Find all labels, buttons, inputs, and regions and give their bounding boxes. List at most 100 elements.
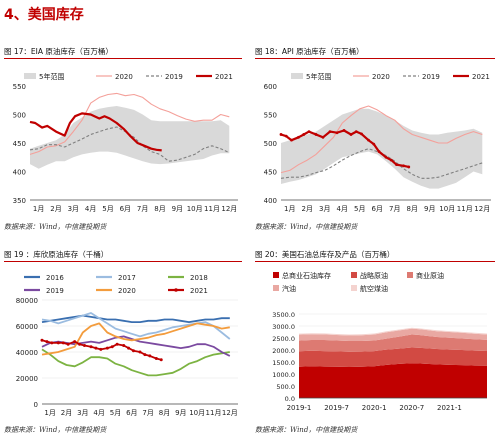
x-tick-label: 12月 <box>474 205 490 213</box>
five-year-range-band <box>281 108 483 189</box>
legend-swatch <box>291 73 303 79</box>
data-point-2021 <box>314 133 318 136</box>
data-point-2021 <box>122 344 126 347</box>
x-tick-label: 5月 <box>110 409 121 417</box>
data-point-2021 <box>407 165 411 169</box>
figure-17-source: 数据来源：Wind，中信建投期货 <box>4 223 107 231</box>
legend-label: 汽油 <box>282 284 296 293</box>
figure-18-source: 数据来源：Wind，中信建投期货 <box>255 223 358 231</box>
x-tick-label: 5月 <box>354 205 365 213</box>
x-tick-label: 4月 <box>93 409 104 417</box>
data-point-2021 <box>360 132 363 136</box>
figure-20-title: 图 20：美国石油总库存及产品（百万桶） <box>255 250 395 259</box>
legend-label: 2021 <box>215 73 233 81</box>
data-point-2021 <box>82 344 86 347</box>
x-tick-label: 7月 <box>389 205 400 213</box>
y-tick-label: 60000 <box>16 323 38 331</box>
legend-label: 2019 <box>46 287 64 295</box>
series-line-2020 <box>41 322 230 356</box>
x-tick-label: 11月 <box>204 205 220 213</box>
data-point-2021 <box>402 164 405 168</box>
legend-swatch <box>273 285 279 291</box>
series-line-2021 <box>280 129 410 168</box>
x-tick-label: 9月 <box>175 409 186 417</box>
stacked-area-总商业石油库存 <box>299 363 487 398</box>
data-point-2021 <box>50 341 54 345</box>
data-point-2021 <box>56 341 60 345</box>
figure-18-chart: 5年范围 2020 2019 2021 400 450 500 550 600 1月 2月 3月 4月 5… <box>255 60 495 220</box>
y-tick-label: 550 <box>264 112 277 120</box>
x-tick-label: 6月 <box>126 409 137 417</box>
data-point-2021 <box>395 163 398 167</box>
legend-swatch <box>351 285 357 291</box>
data-point-2021 <box>284 134 288 138</box>
legend-label: 2020 <box>372 73 390 81</box>
chart-background <box>4 264 242 422</box>
figure-20-source: 数据来源：Wind，中信建投期货 <box>255 426 358 434</box>
figure-18-title: 图 18：API 原油库存（百万桶） <box>255 47 364 56</box>
x-tick-label: 6月 <box>120 205 131 213</box>
data-point-2021 <box>328 130 332 133</box>
y-tick-label: 80000 <box>16 297 38 305</box>
x-tick-label: 2020-7 <box>399 404 424 412</box>
stacked-area-航空煤油 <box>299 327 487 336</box>
data-point-2021 <box>335 131 339 135</box>
x-tick-label: 2月 <box>61 409 72 417</box>
y-tick-label: 350 <box>13 197 26 205</box>
x-tick-label: 9月 <box>172 205 183 213</box>
y-tick-label: 600 <box>264 83 277 91</box>
y-tick-label: 1000.0 <box>272 371 295 379</box>
data-point-2021 <box>367 138 370 142</box>
legend-label: 航空煤油 <box>360 284 388 293</box>
x-tick-label: 9月 <box>424 205 435 213</box>
legend-label: 2020 <box>118 287 136 295</box>
data-point-2021 <box>110 345 114 349</box>
legend-marker <box>174 288 178 292</box>
x-tick-label: 12月 <box>221 205 237 213</box>
y-tick-label: 400 <box>13 169 26 177</box>
data-point-2021 <box>307 130 311 133</box>
x-tick-label: 4月 <box>337 205 348 213</box>
figure-17-chart: 5年范围 2020 2019 2021 350 400 450 500 550 1月 2月 3月 4月 5… <box>4 60 242 220</box>
data-point-2021 <box>279 133 283 136</box>
y-tick-label: 40000 <box>16 349 38 357</box>
data-point-2021 <box>45 340 49 344</box>
legend-label: 总商业石油库存 <box>282 271 331 280</box>
x-tick-label: 1月 <box>44 409 55 417</box>
legend-swatch <box>407 272 413 278</box>
legend-label: 2016 <box>46 274 64 282</box>
data-point-2021 <box>302 133 306 136</box>
x-tick-label: 8月 <box>407 205 418 213</box>
y-tick-label: 500.0 <box>276 383 295 391</box>
x-tick-label: 2020-1 <box>362 404 387 412</box>
x-tick-label: 11月 <box>457 205 473 213</box>
y-tick-label: 0.0 <box>285 395 295 403</box>
data-point-2021 <box>389 158 393 162</box>
x-tick-label: 2019-1 <box>287 404 312 412</box>
y-tick-label: 0 <box>34 401 38 409</box>
data-point-2021 <box>94 346 98 350</box>
series-line-2018 <box>41 348 230 377</box>
x-tick-label: 1月 <box>284 205 295 213</box>
data-point-2021 <box>105 346 109 350</box>
data-point-2021 <box>78 342 82 346</box>
legend-swatch <box>273 272 279 278</box>
y-tick-label: 500 <box>264 140 277 148</box>
data-point-2021 <box>159 358 163 362</box>
data-point-2021 <box>297 135 300 139</box>
data-point-2021 <box>89 345 93 349</box>
data-point-2021 <box>127 346 131 350</box>
five-year-range-band <box>30 106 230 169</box>
x-tick-label: 2月 <box>50 205 61 213</box>
x-tick-label: 2021-1 <box>437 404 462 412</box>
section-title: 4、美国库存 <box>4 7 84 23</box>
y-tick-label: 2000.0 <box>272 347 295 355</box>
data-point-2021 <box>143 353 147 357</box>
x-tick-label: 6月 <box>372 205 383 213</box>
x-tick-label: 2019-7 <box>324 404 349 412</box>
legend-label: 5年范围 <box>39 72 64 81</box>
data-point-2021 <box>154 357 158 360</box>
data-point-2021 <box>131 349 135 353</box>
x-tick-label: 3月 <box>68 205 79 213</box>
data-point-2021 <box>66 342 70 346</box>
